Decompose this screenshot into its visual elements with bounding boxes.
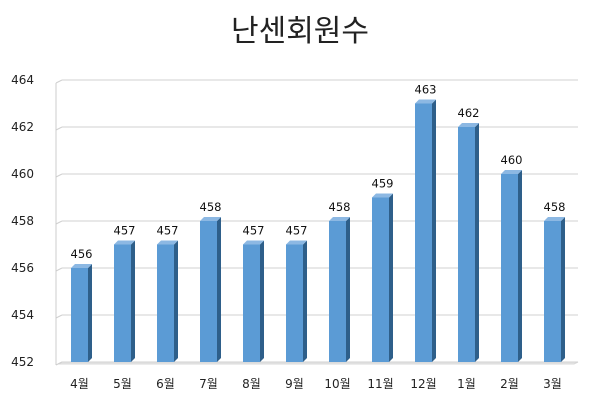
bar-side bbox=[561, 217, 565, 362]
chart-title: 난센회원수 bbox=[231, 14, 369, 49]
data-label: 457 bbox=[114, 224, 136, 238]
bar-top bbox=[243, 240, 264, 245]
bar bbox=[200, 221, 217, 362]
data-label: 459 bbox=[372, 177, 394, 191]
bar-top bbox=[286, 240, 307, 245]
y-tick-label: 458 bbox=[11, 214, 34, 228]
bar-top bbox=[544, 217, 565, 221]
bar bbox=[501, 174, 518, 362]
bar-side bbox=[88, 264, 92, 362]
bar-top bbox=[329, 217, 350, 221]
x-tick-label: 6월 bbox=[156, 377, 175, 391]
bar-top bbox=[157, 240, 178, 245]
bar-side bbox=[389, 193, 393, 362]
bar-side bbox=[174, 240, 178, 362]
x-tick-label: 9월 bbox=[285, 377, 304, 391]
bar-top bbox=[200, 217, 221, 221]
bar bbox=[243, 244, 260, 362]
bar bbox=[71, 268, 88, 362]
bar bbox=[157, 244, 174, 362]
bar-top bbox=[71, 264, 92, 268]
bar bbox=[544, 221, 561, 362]
gridline-depth bbox=[55, 173, 63, 178]
gridline-depth bbox=[55, 314, 63, 319]
bar-top bbox=[458, 123, 479, 127]
y-tick-label: 464 bbox=[11, 73, 34, 87]
x-tick-label: 10월 bbox=[324, 377, 350, 391]
x-tick-label: 8월 bbox=[242, 377, 261, 391]
gridline-depth bbox=[55, 220, 63, 225]
x-tick-label: 12월 bbox=[410, 377, 436, 391]
bar-top bbox=[501, 170, 522, 174]
data-label: 458 bbox=[200, 200, 222, 214]
bar-side bbox=[346, 217, 350, 362]
x-tick-label: 7월 bbox=[199, 377, 218, 391]
bar bbox=[114, 244, 131, 362]
bar bbox=[415, 103, 432, 362]
data-label: 462 bbox=[458, 106, 480, 120]
x-tick-label: 2월 bbox=[500, 377, 519, 391]
bar-side bbox=[475, 123, 479, 362]
bar bbox=[458, 127, 475, 362]
data-label: 460 bbox=[501, 153, 523, 167]
bar-side bbox=[303, 240, 307, 362]
data-label: 458 bbox=[329, 200, 351, 214]
data-label: 457 bbox=[157, 224, 179, 238]
x-tick-label: 5월 bbox=[113, 377, 132, 391]
bar bbox=[286, 244, 303, 362]
bar-side bbox=[131, 240, 135, 362]
bar-side bbox=[432, 99, 436, 362]
gridline-depth bbox=[55, 267, 63, 272]
y-tick-label: 462 bbox=[11, 120, 34, 134]
data-label: 457 bbox=[243, 224, 265, 238]
bar bbox=[329, 221, 346, 362]
x-tick-label: 4월 bbox=[70, 377, 89, 391]
y-tick-label: 456 bbox=[11, 261, 34, 275]
bar-side bbox=[260, 240, 264, 362]
gridline-depth bbox=[55, 79, 63, 84]
bar-top bbox=[114, 240, 135, 245]
bar-side bbox=[518, 170, 522, 362]
x-tick-label: 3월 bbox=[543, 377, 562, 391]
data-label: 458 bbox=[544, 200, 566, 214]
bar bbox=[372, 197, 389, 362]
gridline-depth bbox=[55, 126, 63, 131]
gridline-depth bbox=[55, 361, 63, 366]
x-tick-label: 1월 bbox=[457, 377, 476, 391]
x-tick-label: 11월 bbox=[367, 377, 393, 391]
data-label: 456 bbox=[71, 247, 93, 261]
bar-top bbox=[415, 99, 436, 104]
y-tick-label: 452 bbox=[11, 355, 34, 369]
data-label: 463 bbox=[415, 83, 437, 97]
bar-top bbox=[372, 193, 393, 198]
data-label: 457 bbox=[286, 224, 308, 238]
y-tick-label: 454 bbox=[11, 308, 34, 322]
bar-side bbox=[217, 217, 221, 362]
y-tick-label: 460 bbox=[11, 167, 34, 181]
